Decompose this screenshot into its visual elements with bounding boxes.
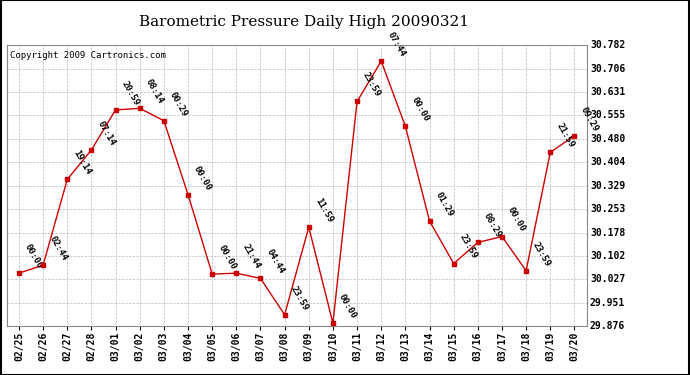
Text: Copyright 2009 Cartronics.com: Copyright 2009 Cartronics.com: [10, 51, 166, 60]
Text: 20:59: 20:59: [120, 80, 141, 107]
Text: 29.951: 29.951: [590, 298, 625, 308]
Text: 00:00: 00:00: [337, 292, 358, 320]
Text: 23:59: 23:59: [362, 71, 382, 99]
Text: 00:00: 00:00: [23, 243, 44, 270]
Text: 00:00: 00:00: [410, 96, 431, 123]
Text: 08:14: 08:14: [144, 78, 165, 105]
Text: 19:14: 19:14: [72, 149, 92, 177]
Text: 30.178: 30.178: [590, 228, 625, 237]
Text: 30.706: 30.706: [590, 64, 625, 74]
Text: Barometric Pressure Daily High 20090321: Barometric Pressure Daily High 20090321: [139, 15, 469, 29]
Text: 07:14: 07:14: [96, 119, 117, 147]
Text: 00:29: 00:29: [168, 90, 189, 118]
Text: 11:59: 11:59: [313, 196, 334, 225]
Text: 30.329: 30.329: [590, 181, 625, 190]
Text: 04:44: 04:44: [265, 248, 286, 276]
Text: 23:59: 23:59: [289, 284, 310, 312]
Text: 23:59: 23:59: [531, 240, 551, 268]
Text: 21:44: 21:44: [241, 243, 262, 270]
Text: 23:59: 23:59: [458, 233, 479, 261]
Text: 21:59: 21:59: [555, 122, 575, 150]
Text: 07:44: 07:44: [386, 31, 406, 58]
Text: 29.876: 29.876: [590, 321, 625, 331]
Text: 09:29: 09:29: [579, 105, 600, 133]
Text: 30.631: 30.631: [590, 87, 625, 97]
Text: 00:00: 00:00: [506, 206, 527, 234]
Text: 30.480: 30.480: [590, 134, 625, 144]
Text: 00:00: 00:00: [217, 243, 237, 272]
Text: 30.555: 30.555: [590, 111, 625, 120]
Text: 00:00: 00:00: [193, 164, 213, 192]
Text: 08:29: 08:29: [482, 212, 503, 240]
Text: 01:29: 01:29: [434, 190, 455, 218]
Text: 30.253: 30.253: [590, 204, 625, 214]
Text: 30.782: 30.782: [590, 40, 625, 50]
Text: 30.027: 30.027: [590, 274, 625, 284]
Text: 30.102: 30.102: [590, 251, 625, 261]
Text: 02:44: 02:44: [48, 234, 68, 262]
Text: 30.404: 30.404: [590, 158, 625, 167]
